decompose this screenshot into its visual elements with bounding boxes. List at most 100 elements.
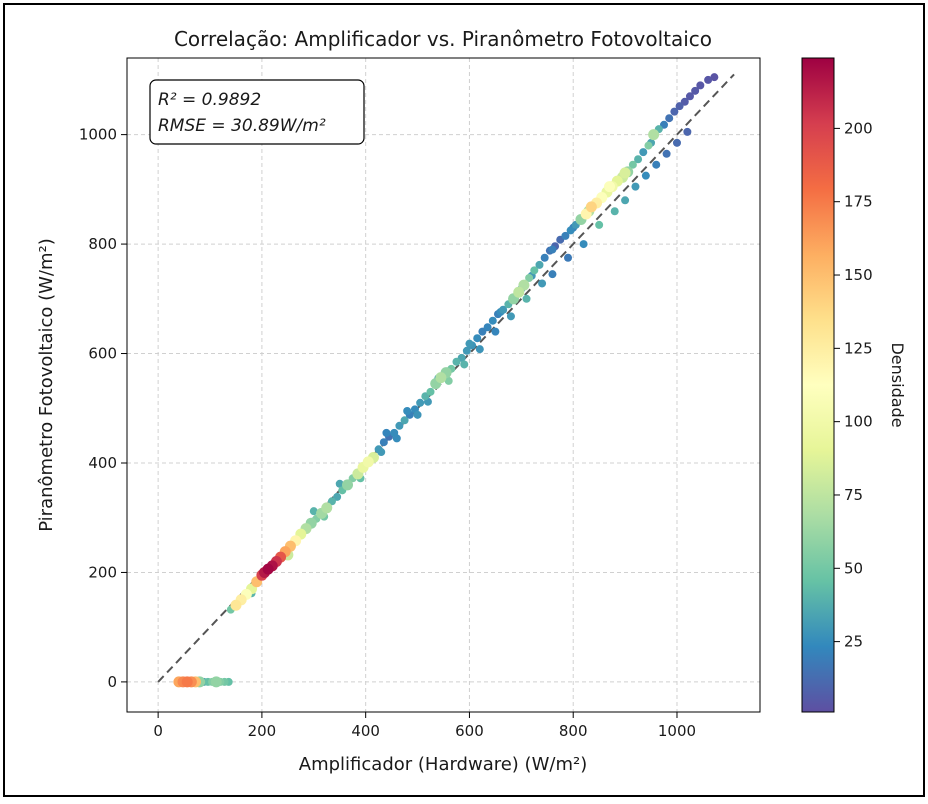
scatter-point [561,231,570,240]
x-tick-label: 1000 [658,722,696,740]
scatter-point [628,160,637,169]
scatter-point [538,279,547,288]
scatter-point [513,286,525,298]
colorbar: 25 50 75 100 125 150 175 200 Densidade [801,57,907,713]
scatter-point [604,181,616,193]
r2-label: R² = 0.9892 [158,90,261,110]
colorbar-tick-label: 50 [844,559,863,577]
stats-box [149,79,365,145]
colorbar-tick-label: 200 [844,119,873,137]
scatter-point [488,316,497,325]
x-tick-label: 0 [153,722,163,740]
scatter-point [413,410,422,419]
scatter-point [621,196,630,205]
colorbar-gradient [801,57,835,713]
scatter-point [382,428,391,437]
scatter-point [444,376,453,385]
scatter-point [710,73,719,82]
scatter-point [644,141,653,150]
scatter-point [675,102,684,111]
scatter-point [499,305,508,314]
scatter-point [465,339,474,348]
scatter-point [416,398,425,407]
scatter-point [230,599,242,611]
scatter-point [566,226,575,235]
colorbar-tick-label: 25 [844,633,863,651]
scatter-point [335,479,344,488]
y-tick-label: 200 [88,563,117,581]
scatter-point [548,245,557,254]
scatter-point [506,312,515,321]
scatter-point [309,507,318,516]
scatter-point [435,372,447,384]
scatter-point [704,75,713,84]
scatter-point [691,86,700,95]
scatter-point [696,81,705,90]
scatter-point [540,253,549,262]
x-tick-label: 200 [248,722,277,740]
x-axis-ticks: 0 200 400 600 800 1000 [153,712,696,740]
scatter-point [670,107,679,116]
scatter-point [595,220,604,229]
scatter-point [462,346,471,355]
scatter-point [564,253,573,262]
scatter-point [685,92,694,101]
scatter-point [535,260,544,269]
scatter-point [619,167,631,179]
scatter-point [483,323,492,332]
x-tick-label: 800 [559,722,588,740]
x-tick-label: 600 [455,722,484,740]
scatter-point [631,182,640,191]
scatter-point [400,416,409,425]
scatter-point [342,479,354,491]
stats-annotation: R² = 0.9892 RMSE = 30.89W/m² [149,79,365,145]
colorbar-ticks: 25 50 75 100 125 150 175 200 [834,119,873,651]
scatter-point [579,240,588,249]
x-tick-label: 400 [351,722,380,740]
chart-title: Correlação: Amplificador vs. Piranômetro… [174,27,712,51]
y-axis-ticks: 0 200 400 600 800 1000 [79,126,127,691]
scatter-point [379,438,388,447]
y-tick-label: 600 [88,345,117,363]
colorbar-tick-label: 150 [844,266,873,284]
scatter-point [525,274,534,283]
data-points [173,73,719,688]
scatter-point [392,434,401,443]
scatter-point [641,171,650,180]
scatter-point [452,357,461,366]
scatter-point [648,129,660,141]
rmse-label: RMSE = 30.89W/m² [158,116,326,136]
scatter-point [181,676,193,688]
colorbar-tick-label: 75 [844,486,863,504]
scatter-point [321,502,333,514]
y-axis-label: Piranômetro Fotovoltaico (W/m²) [36,238,57,532]
colorbar-tick-label: 100 [844,413,873,431]
scatter-point [262,563,274,575]
scatter-point [683,127,692,136]
scatter-point [639,148,648,157]
scatter-point [377,448,386,457]
figure-border [3,3,925,797]
plot-area-border [126,57,761,713]
scatter-point [634,155,643,164]
scatter-point [426,387,435,396]
scatter-point [473,334,482,343]
scatter-point [652,160,661,169]
scatter-point [662,149,671,158]
scatter-point [665,114,674,123]
scatter-point [522,294,531,303]
scatter-point [585,201,597,213]
scatter-point [362,456,374,468]
scatter-point [530,266,539,275]
y-tick-label: 0 [107,673,117,691]
scatter-point [610,207,619,216]
colorbar-label: Densidade [888,342,907,427]
scatter-point [491,327,500,336]
scatter-point [548,270,557,279]
y-tick-label: 400 [88,454,117,472]
scatter-point [460,360,469,369]
scatter-point [327,497,336,506]
colorbar-tick-label: 125 [844,339,873,357]
